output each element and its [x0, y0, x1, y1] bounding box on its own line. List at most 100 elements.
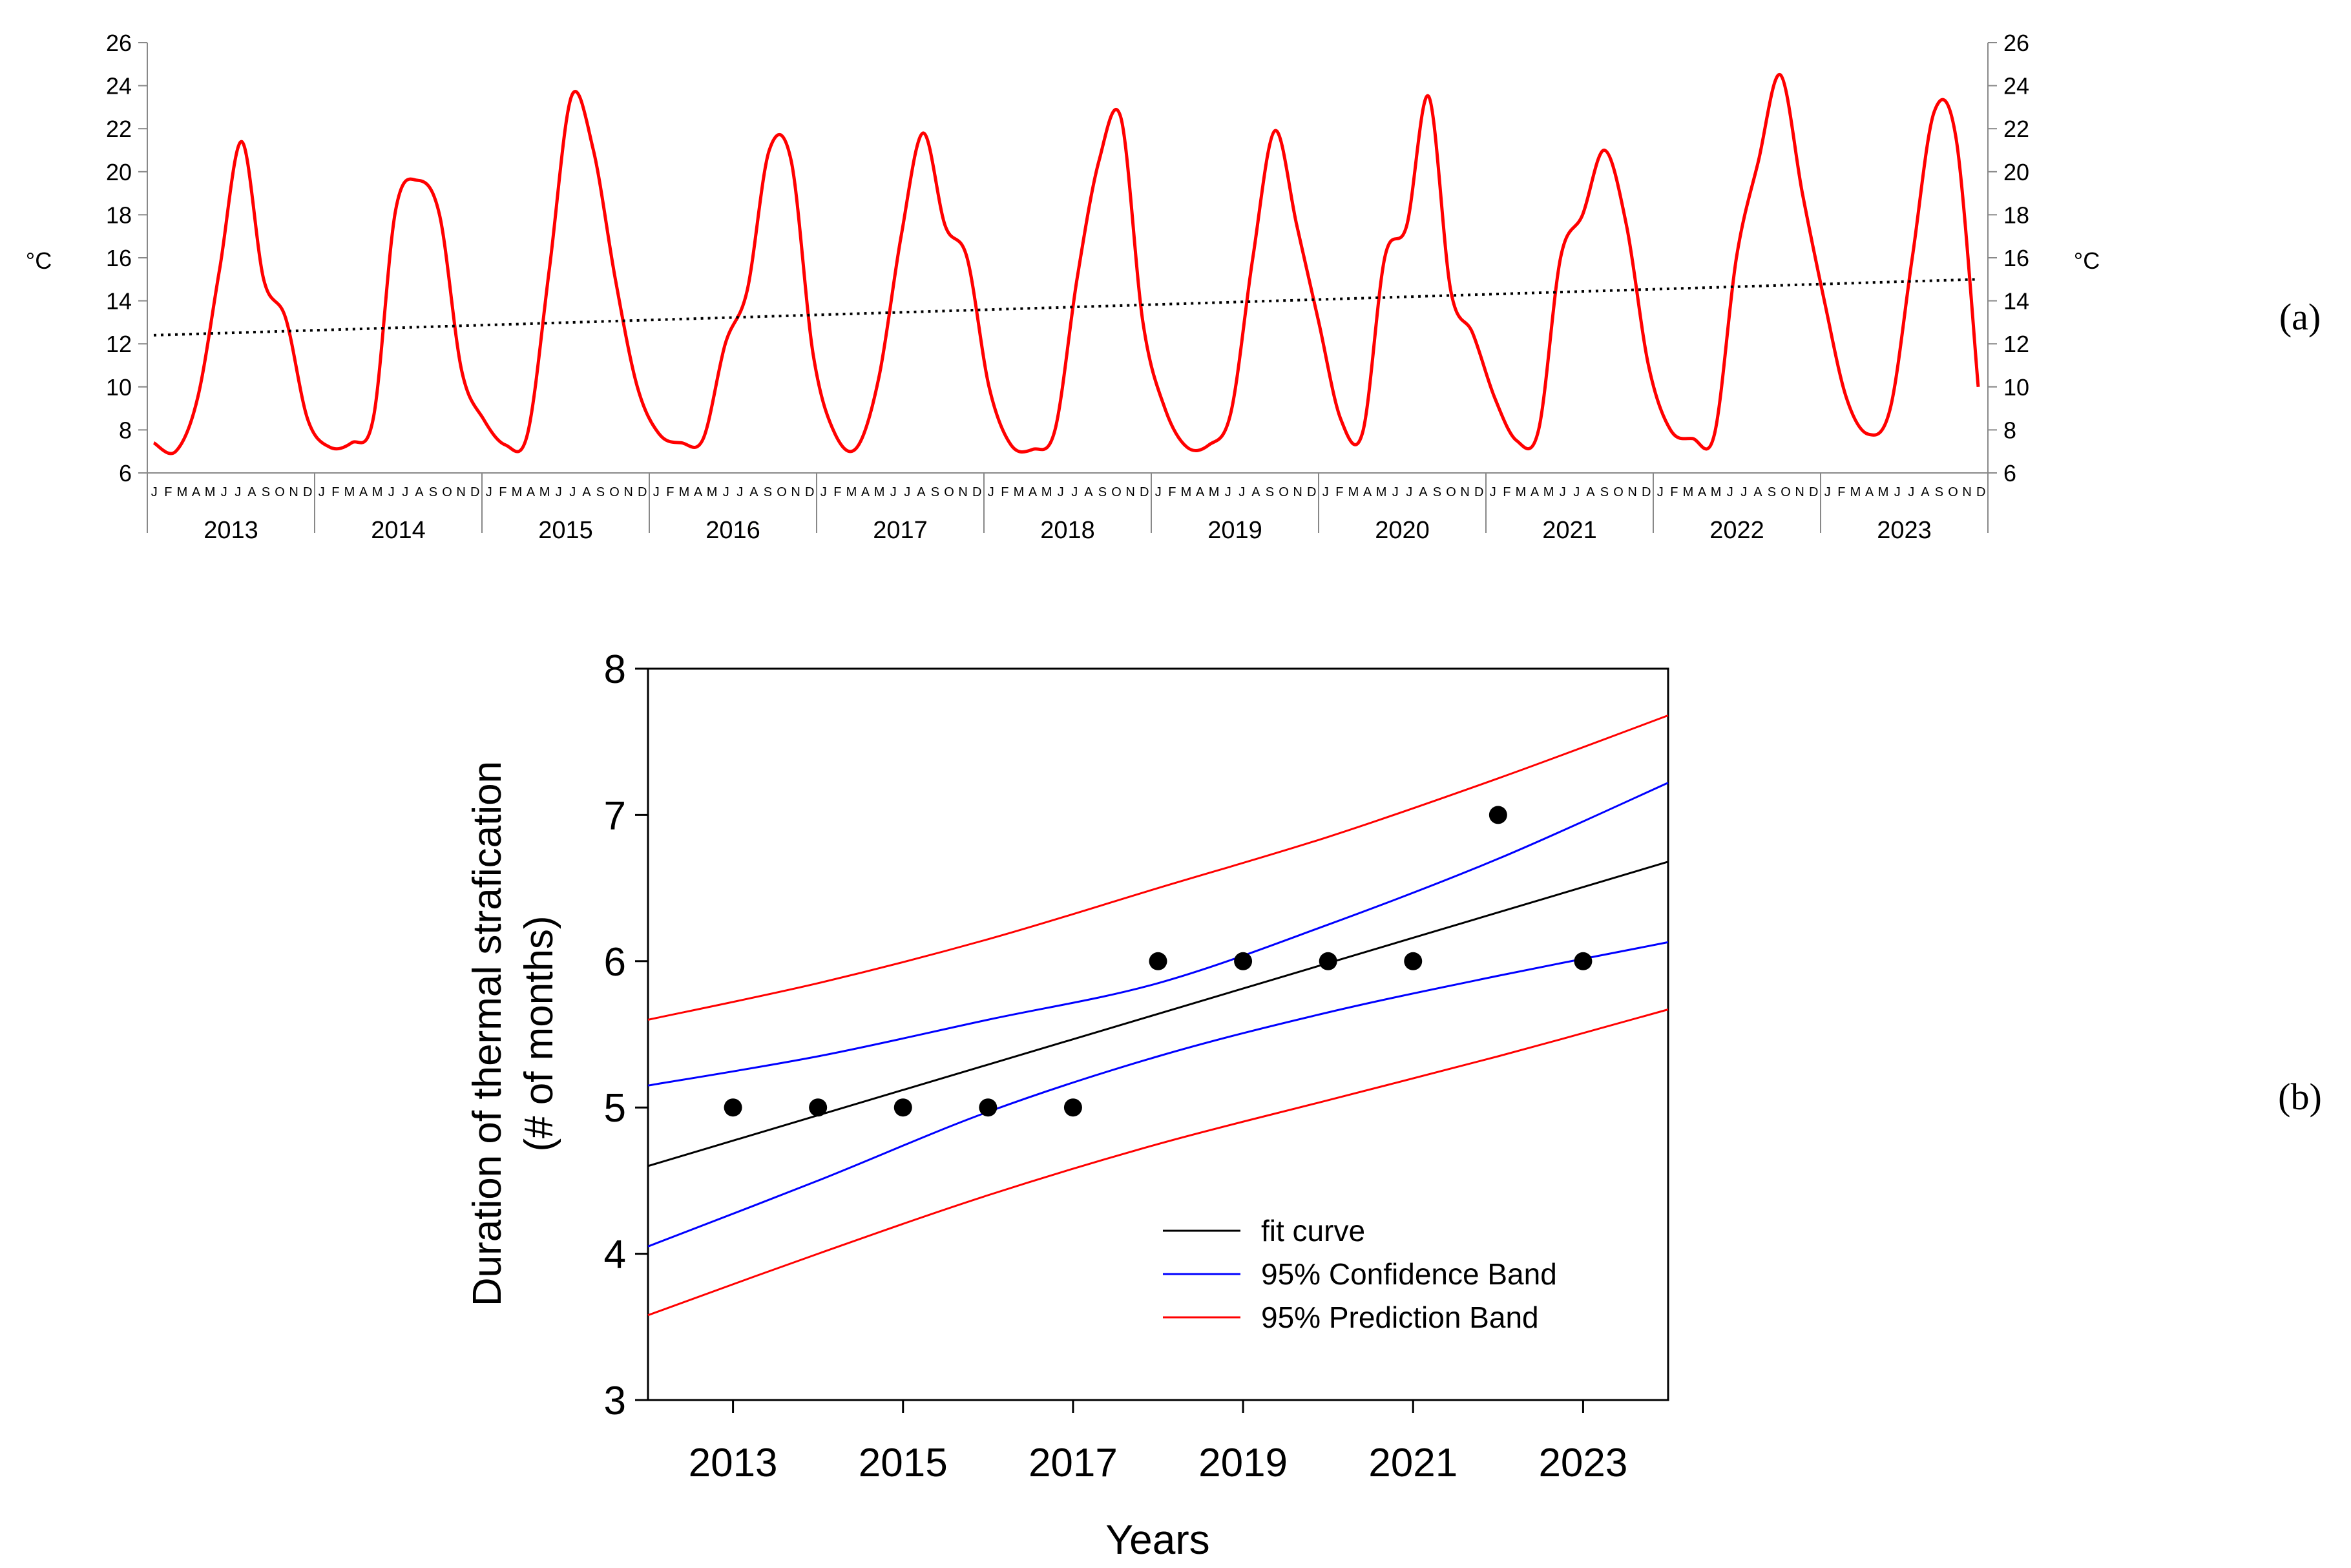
month-label: A: [192, 485, 201, 499]
month-label: N: [1962, 485, 1971, 499]
month-label: D: [638, 485, 647, 499]
year-label: 2019: [1207, 517, 1262, 544]
year-label: 2020: [1375, 517, 1430, 544]
month-label: D: [972, 485, 981, 499]
legend-label: 95% Prediction Band: [1261, 1301, 1539, 1334]
month-label: J: [1322, 485, 1329, 499]
month-label: N: [791, 485, 800, 499]
month-label: A: [359, 485, 368, 499]
data-point: [979, 1098, 998, 1117]
month-label: O: [944, 485, 954, 499]
y-tick-label-left: 24: [106, 73, 132, 99]
y-tick-label: 4: [604, 1233, 626, 1277]
x-tick-label: 2023: [1538, 1441, 1627, 1485]
confidence-band-upper: [647, 782, 1669, 1087]
month-label: A: [917, 485, 926, 499]
month-label: O: [1613, 485, 1624, 499]
month-label: D: [1474, 485, 1483, 499]
month-label: O: [275, 485, 285, 499]
month-label: J: [1727, 485, 1733, 499]
y-tick-label-right: 8: [2003, 417, 2016, 443]
y-tick-label-left: 6: [119, 460, 132, 486]
y-tick-label-left: 10: [106, 374, 132, 401]
y-axis-label-line2: (# of months): [517, 915, 561, 1151]
month-label: M: [846, 485, 857, 499]
month-label: D: [1809, 485, 1818, 499]
data-point: [809, 1098, 828, 1117]
month-label: F: [666, 485, 674, 499]
y-tick-label-right: 24: [2003, 73, 2029, 99]
month-label: J: [1238, 485, 1245, 499]
month-label: O: [777, 485, 787, 499]
month-label: O: [1948, 485, 1958, 499]
month-label: S: [1266, 485, 1274, 499]
y-tick-label: 7: [604, 793, 626, 838]
month-label: A: [247, 485, 256, 499]
month-label: D: [470, 485, 479, 499]
month-label: S: [1098, 485, 1107, 499]
panel-label-a: (a): [2279, 296, 2321, 338]
month-label: J: [1490, 485, 1496, 499]
panel-label-b: (b): [2278, 1076, 2322, 1118]
month-label: D: [1140, 485, 1149, 499]
plot-frame: [647, 667, 1669, 1401]
y-tick-label: 5: [604, 1086, 626, 1131]
month-label: J: [151, 485, 158, 499]
month-label: J: [1058, 485, 1064, 499]
x-axis-label: Years: [1105, 1516, 1209, 1563]
x-tick-label: 2013: [689, 1441, 778, 1485]
year-label: 2021: [1542, 517, 1597, 544]
month-label: O: [1111, 485, 1122, 499]
month-label: D: [1976, 485, 1985, 499]
fit-curve-line: [647, 861, 1669, 1167]
month-label: O: [1279, 485, 1289, 499]
y-tick-label: 8: [604, 647, 626, 692]
y-tick-label-right: 12: [2003, 331, 2029, 357]
y-tick-label-right: 22: [2003, 116, 2029, 142]
month-label: J: [890, 485, 897, 499]
month-label: M: [1041, 485, 1052, 499]
y-tick-label-left: 20: [106, 159, 132, 185]
month-label: J: [569, 485, 576, 499]
x-tick-label: 2015: [859, 1441, 948, 1485]
month-label: M: [1878, 485, 1889, 499]
month-label: A: [1921, 485, 1930, 499]
y-axis-label-right: °C: [2074, 247, 2100, 274]
month-label: J: [319, 485, 325, 499]
month-label: O: [1781, 485, 1791, 499]
month-label: A: [415, 485, 424, 499]
month-label: O: [609, 485, 620, 499]
month-label: A: [861, 485, 870, 499]
y-tick-label-right: 20: [2003, 159, 2029, 185]
month-label: F: [1335, 485, 1343, 499]
year-label: 2023: [1877, 517, 1932, 544]
month-label: N: [1795, 485, 1804, 499]
temperature-series-line: [152, 73, 1980, 455]
month-label: O: [1446, 485, 1456, 499]
month-label: J: [1392, 485, 1399, 499]
month-label: A: [1531, 485, 1540, 499]
month-label: J: [1225, 485, 1231, 499]
month-label: J: [1560, 485, 1566, 499]
month-label: A: [527, 485, 536, 499]
month-label: M: [1209, 485, 1220, 499]
month-label: A: [1251, 485, 1260, 499]
month-label: J: [737, 485, 743, 499]
trend-line: [153, 278, 1979, 337]
month-label: J: [1894, 485, 1901, 499]
month-label: N: [623, 485, 632, 499]
month-label: M: [874, 485, 885, 499]
month-label: J: [820, 485, 827, 499]
month-label: J: [1908, 485, 1914, 499]
month-label: F: [499, 485, 507, 499]
confidence-band-lower: [647, 941, 1669, 1248]
month-label: M: [707, 485, 718, 499]
x-tick-label: 2019: [1198, 1441, 1288, 1485]
data-point: [1149, 952, 1167, 970]
y-tick-label-right: 10: [2003, 374, 2029, 401]
legend-label: fit curve: [1261, 1214, 1365, 1248]
month-label: N: [958, 485, 967, 499]
month-label: S: [596, 485, 605, 499]
x-tick-label: 2021: [1368, 1441, 1458, 1485]
